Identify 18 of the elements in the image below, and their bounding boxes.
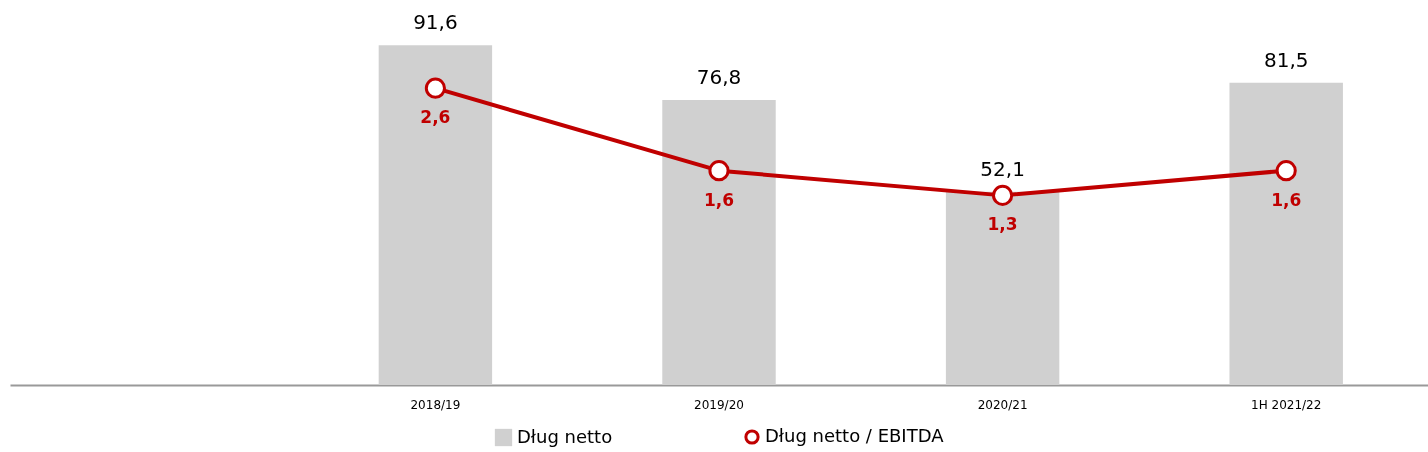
data-label: 1,3 xyxy=(987,214,1018,235)
data-label: 76,8 xyxy=(696,65,742,90)
x-tick-label: 2018/19 xyxy=(410,397,461,412)
bar xyxy=(662,100,776,385)
x-tick-label: 1H 2021/22 xyxy=(1251,397,1322,412)
bar xyxy=(378,45,493,385)
data-label: 91,6 xyxy=(413,10,458,35)
data-label: 81,5 xyxy=(1263,47,1309,72)
data-label: 52,1 xyxy=(980,156,1025,181)
bar xyxy=(945,191,1060,385)
data-label: 2,6 xyxy=(420,107,451,128)
data-label: 1,6 xyxy=(703,189,735,210)
x-tick-label: 2019/20 xyxy=(694,397,744,412)
legend-label: Dług netto xyxy=(517,425,613,447)
bar xyxy=(1229,82,1343,385)
data-label: 1,6 xyxy=(1271,189,1302,210)
legend-label: Dług netto / EBITDA xyxy=(765,425,945,446)
x-tick-label: 2020/21 xyxy=(977,397,1028,412)
